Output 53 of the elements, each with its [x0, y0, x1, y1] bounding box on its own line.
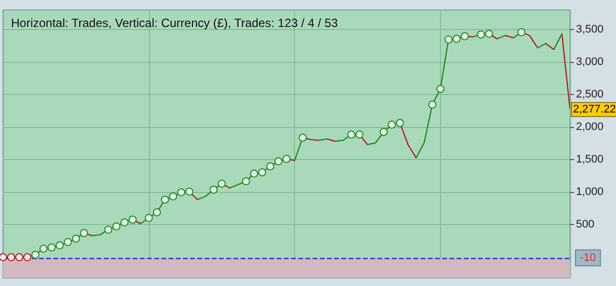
- ref-line-label: -10: [580, 252, 596, 264]
- point: [56, 241, 64, 250]
- y-tick-label: 2,500: [576, 88, 604, 101]
- y-tick-label: 1,500: [576, 154, 604, 166]
- point: [15, 253, 24, 262]
- point: [436, 84, 444, 93]
- point: [112, 222, 120, 230]
- point: [7, 253, 16, 262]
- point: [452, 34, 461, 43]
- point: [274, 157, 282, 166]
- point: [444, 36, 452, 44]
- point: [485, 30, 493, 38]
- point: [428, 100, 436, 109]
- point: [282, 154, 290, 163]
- y-tick-label: 3,000: [576, 56, 604, 68]
- point: [169, 192, 178, 200]
- point: [380, 128, 388, 136]
- point: [210, 186, 218, 194]
- point: [72, 234, 80, 243]
- point: [355, 130, 364, 139]
- text: Horizontal: Trades, Vertical: Currency (£), Trades: 123 / 4 / 53: [11, 16, 338, 30]
- point: [250, 170, 258, 178]
- point: [388, 120, 396, 129]
- point: [80, 228, 88, 237]
- y-tick-label: 3,500: [576, 24, 604, 36]
- point: [23, 253, 32, 262]
- point: [476, 30, 485, 39]
- point: [40, 244, 48, 253]
- point: [396, 118, 404, 127]
- point: [48, 243, 56, 252]
- y-tick-label: 1,000: [576, 186, 604, 198]
- point: [266, 162, 274, 170]
- point: [517, 28, 526, 36]
- point: [258, 168, 266, 176]
- y-tick-label: 500: [576, 218, 594, 231]
- point: [177, 188, 186, 196]
- point: [152, 208, 161, 216]
- point: [31, 250, 40, 259]
- point: [128, 216, 137, 224]
- point: [104, 226, 112, 234]
- point: [460, 32, 469, 40]
- point: [218, 180, 226, 188]
- point: [120, 218, 128, 226]
- point: [185, 188, 194, 196]
- y-tick-label: 2,000: [576, 121, 604, 134]
- point: [144, 214, 153, 222]
- point: [242, 177, 250, 186]
- point: [347, 130, 356, 139]
- point: [298, 134, 307, 142]
- point: [64, 238, 72, 246]
- point: [161, 196, 169, 204]
- text: 2,277.22: [573, 104, 616, 116]
- point: [0, 253, 7, 262]
